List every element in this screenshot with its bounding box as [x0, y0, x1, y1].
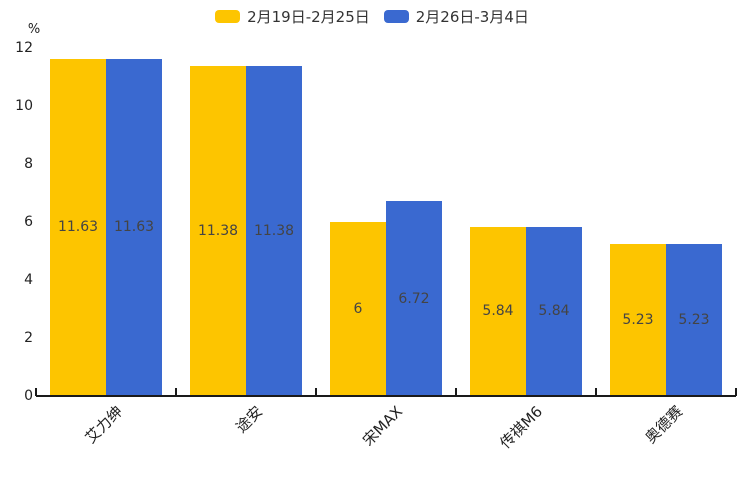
bar-value-label: 11.63 — [57, 219, 99, 236]
x-axis-line — [36, 395, 736, 397]
x-axis-tick-mark — [175, 388, 177, 396]
bar — [666, 244, 722, 396]
y-axis-tick-label: 8 — [24, 156, 33, 172]
x-axis-tick-mark — [315, 388, 317, 396]
legend-label: 2月26日-3月4日 — [415, 8, 529, 26]
y-axis-tick-label: 2 — [24, 330, 33, 346]
bar-value-label: 11.63 — [113, 219, 155, 236]
bar-value-label: 6 — [353, 301, 363, 317]
legend: 2月19日-2月25日 2月26日-3月4日 — [0, 6, 744, 27]
bar — [50, 58, 106, 396]
x-axis-category-label: 宋MAX — [359, 402, 407, 450]
x-axis-tick-mark — [455, 388, 457, 396]
bar — [246, 65, 302, 396]
y-axis-tick-label: 10 — [15, 98, 33, 114]
bar-value-label: 5.23 — [622, 312, 654, 329]
y-axis-tick-label: 4 — [24, 272, 33, 288]
x-axis-category-label: 奥德赛 — [641, 402, 687, 447]
bar — [470, 226, 526, 396]
y-axis-tick-label: 0 — [24, 388, 33, 404]
legend-swatch — [215, 10, 241, 23]
bar-value-label: 5.23 — [678, 312, 710, 329]
x-axis-category-label: 传祺M6 — [496, 402, 547, 453]
x-axis-category-label: 艾力绅 — [81, 402, 127, 447]
legend-swatch — [383, 10, 409, 23]
bar — [386, 201, 442, 396]
bar — [526, 226, 582, 396]
y-axis-tick-label: 12 — [15, 40, 33, 56]
x-axis-tick-mark — [735, 388, 737, 396]
bar-value-label: 11.38 — [253, 222, 295, 239]
x-axis-tick-mark — [595, 388, 597, 396]
y-axis-unit-label: % — [27, 22, 41, 37]
bar-value-label: 6.72 — [398, 290, 430, 307]
x-axis-category-label: 途安 — [232, 402, 267, 437]
legend-item: 2月19日-2月25日 — [215, 6, 370, 27]
bar — [330, 222, 386, 396]
bar — [106, 58, 162, 396]
bar — [610, 244, 666, 396]
y-axis-tick-label: 6 — [24, 214, 33, 230]
bar-value-label: 5.84 — [482, 303, 514, 320]
bar-value-label: 5.84 — [538, 303, 570, 320]
bar-value-label: 11.38 — [197, 222, 239, 239]
legend-label: 2月19日-2月25日 — [247, 8, 370, 26]
x-axis-tick-mark — [35, 388, 37, 396]
bar — [190, 65, 246, 396]
legend-item: 2月26日-3月4日 — [383, 6, 529, 27]
